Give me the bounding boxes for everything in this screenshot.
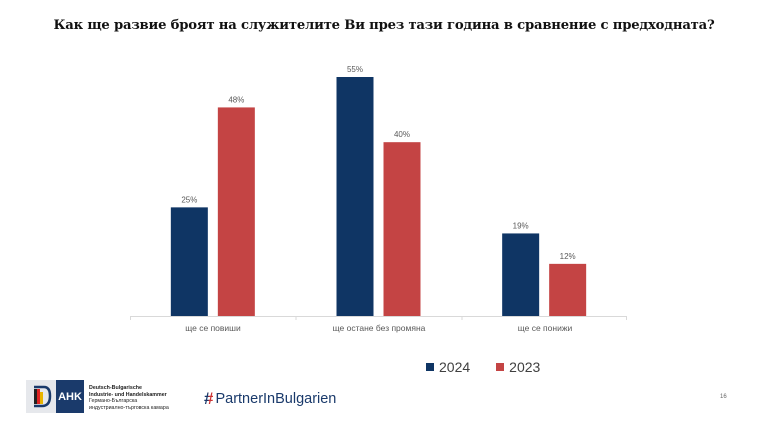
chart-legend: 2024 2023 (426, 359, 540, 375)
data-label: 12% (560, 252, 576, 261)
legend-item-2023: 2023 (496, 359, 540, 375)
hashtag-icon: # (204, 389, 214, 408)
data-label: 55% (347, 65, 363, 74)
bar-2024-1 (336, 77, 374, 316)
legend-swatch (426, 363, 434, 371)
ahk-badge: AHK (56, 380, 84, 413)
page-number: 16 (720, 394, 727, 400)
legend-swatch (496, 363, 505, 371)
bar-2024-2 (502, 233, 540, 316)
data-label: 40% (394, 130, 410, 139)
data-label: 48% (228, 95, 244, 104)
legend-item-2024: 2024 (426, 359, 470, 375)
partner-in-bulgarien-logo: # PartnerInBulgarien (204, 389, 336, 409)
data-label: 19% (513, 221, 529, 230)
partner-name: PartnerInBulgarien (215, 391, 337, 407)
ahk-line: Германо-Българска (89, 398, 138, 404)
ahk-text: Deutsch-Bulgarische Industrie- und Hande… (89, 380, 169, 413)
bar-2023-0 (217, 107, 255, 316)
ahk-logo: AHK Deutsch-Bulgarische Industrie- und H… (26, 380, 191, 413)
bar-2024-0 (170, 207, 208, 316)
ahk-flag-icon (34, 385, 52, 408)
chart-title: Как ще развие броят на служителите Ви пр… (53, 18, 715, 33)
data-label: 25% (181, 195, 197, 204)
legend-label: 2023 (509, 359, 541, 375)
ahk-line: Industrie- und Handelskammer (89, 391, 167, 398)
category-label: ще остане без промяна (333, 323, 426, 333)
ahk-line: индустриално-търговска камара (89, 404, 169, 411)
category-label: ще се повиши (185, 323, 241, 333)
ahk-emblem-icon (26, 380, 56, 413)
bar-2023-1 (383, 142, 421, 316)
legend-label: 2024 (439, 359, 471, 375)
category-label: ще се понижи (518, 323, 573, 333)
ahk-line: Deutsch-Bulgarische (89, 385, 142, 391)
bar-2023-2 (549, 263, 587, 316)
